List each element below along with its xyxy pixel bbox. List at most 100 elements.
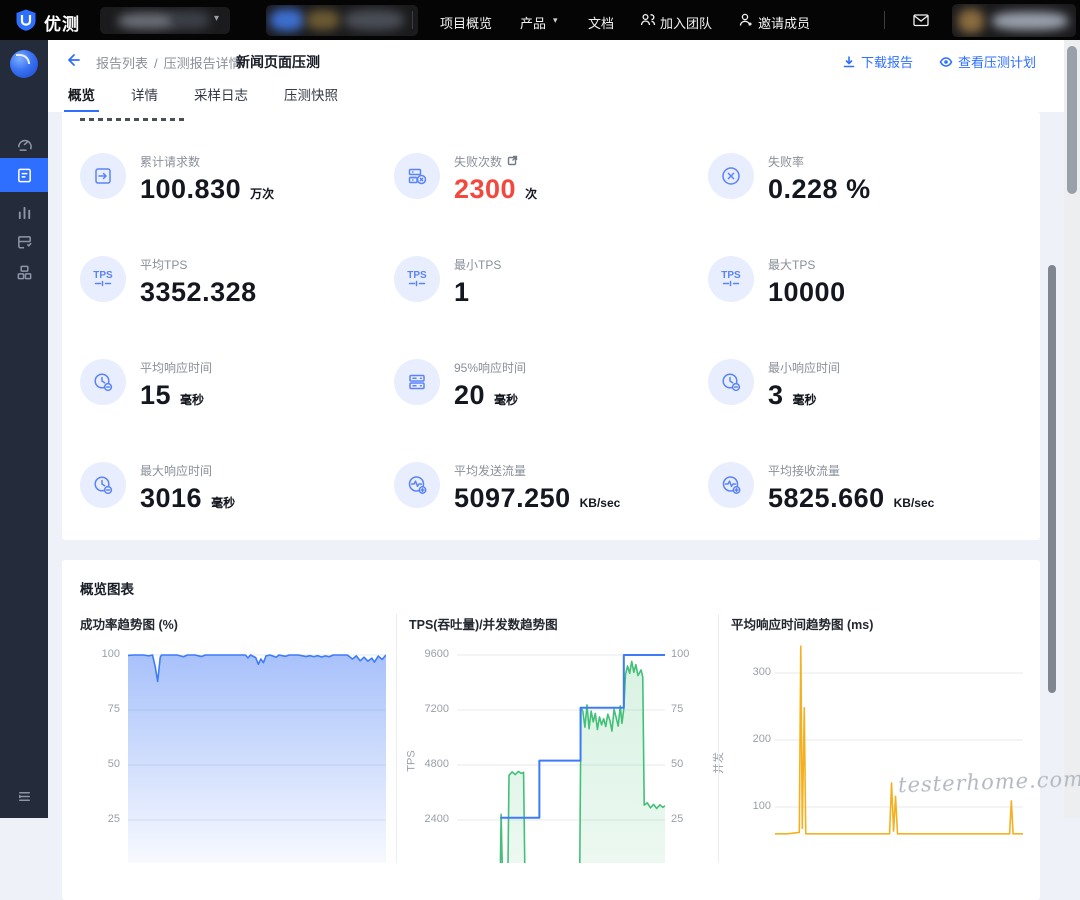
nav-item-docs[interactable]: 文档	[588, 13, 614, 32]
sidebar-item-statistics[interactable]	[0, 196, 48, 228]
right-y-axis-tick: 50	[671, 758, 701, 770]
external-link-icon	[507, 155, 518, 166]
metric-label: 平均TPS	[140, 256, 257, 273]
metric-card-failure-count: 失败次数 2300次	[394, 153, 708, 205]
sidebar-collapse-button[interactable]	[0, 780, 48, 812]
y-axis-tick: 50	[80, 758, 120, 770]
y-axis-tick: 9600	[409, 648, 449, 660]
clipped-section-title	[80, 118, 188, 121]
chart-success-rate: 成功率趋势图 (%) 100755025	[80, 614, 396, 863]
content-scrollbar-thumb[interactable]	[1048, 265, 1056, 693]
metric-card-max-tps: TPS 最大TPS 10000	[708, 256, 1022, 308]
gauge-icon	[16, 136, 33, 153]
metric-card-p95-response-time: 95%响应时间20毫秒	[394, 359, 708, 411]
svg-text:TPS: TPS	[721, 270, 741, 281]
chart-avg-response-time: 平均响应时间趋势图 (ms) 300200100	[718, 614, 1018, 863]
utest-shield-icon	[14, 8, 38, 32]
y-axis-tick: 100	[731, 800, 771, 812]
collapse-menu-icon	[16, 788, 33, 805]
metric-card-avg-tps: TPS平均TPS3352.328	[80, 256, 394, 308]
tab-overview[interactable]: 概览	[68, 84, 95, 112]
traffic-icon	[708, 462, 754, 508]
redacted-team-badge[interactable]	[266, 5, 418, 36]
metric-card-min-response-time: 最小响应时间 3毫秒	[708, 359, 1022, 411]
sidebar-item-dashboard[interactable]	[0, 128, 48, 160]
metric-card-max-response-time: 最大响应时间3016毫秒	[80, 462, 394, 514]
metric-label: 失败率	[768, 153, 871, 170]
machine-rack-icon	[16, 264, 33, 281]
back-arrow-icon[interactable]	[64, 51, 82, 69]
chevron-down-icon: ▾	[553, 15, 558, 26]
nav-item-project-overview[interactable]: 项目概览	[440, 13, 492, 32]
eye-icon	[939, 55, 953, 69]
metric-value: 5097.250KB/sec	[454, 483, 620, 514]
metric-value: 15毫秒	[140, 380, 212, 411]
error-circle-icon	[708, 153, 754, 199]
metric-label: 平均响应时间	[140, 359, 212, 376]
y-axis-tick: 200	[731, 733, 771, 745]
breadcrumb-current: 压测报告详情	[164, 56, 242, 71]
right-y-axis-tick: 75	[671, 703, 701, 715]
import-icon	[80, 153, 126, 199]
mail-icon[interactable]	[912, 11, 930, 29]
right-y-axis-tick: 100	[671, 648, 701, 660]
metric-value: 3016毫秒	[140, 483, 235, 514]
metric-label: 累计请求数	[140, 153, 274, 170]
y-axis-tick: 4800	[409, 758, 449, 770]
nav-item-join-team[interactable]: 加入团队	[660, 13, 712, 32]
breadcrumb-parent[interactable]: 报告列表	[96, 56, 148, 71]
redacted-user-account[interactable]	[952, 4, 1076, 37]
clock-icon	[80, 359, 126, 405]
brand-logo[interactable]: 优测	[14, 7, 104, 33]
metrics-grid: 累计请求数100.830万次失败次数2300次失败率0.228 %TPS平均TP…	[80, 153, 1022, 514]
redacted-project-selector[interactable]	[100, 7, 230, 34]
invite-member-icon	[738, 12, 754, 28]
tps-icon: TPS	[80, 256, 126, 302]
nav-item-invite-member[interactable]: 邀请成员	[758, 13, 810, 32]
view-test-plan-button[interactable]: 查看压测计划	[939, 52, 1036, 71]
download-report-button[interactable]: 下载报告	[842, 52, 913, 71]
metric-label: 最小响应时间	[768, 359, 840, 376]
tab-snapshot[interactable]: 压测快照	[284, 84, 338, 112]
page-title: 新闻页面压测	[236, 52, 320, 72]
window-scrollbar-thumb[interactable]	[1067, 46, 1077, 194]
metric-card-min-tps: TPS最小TPS1	[394, 256, 708, 308]
svg-text:TPS: TPS	[93, 270, 113, 281]
metric-value: 5825.660KB/sec	[768, 483, 934, 514]
window-scrollbar[interactable]	[1064, 40, 1080, 818]
download-icon	[842, 55, 856, 69]
y-axis-tick: 25	[80, 813, 120, 825]
team-icon	[640, 12, 656, 28]
tps-icon: TPS	[394, 256, 440, 302]
tab-details[interactable]: 详情	[131, 84, 158, 112]
report-header: 报告列表/压测报告详情 新闻页面压测 下载报告 查看压测计划 概览 详情 采样日…	[48, 40, 1080, 112]
svg-text:TPS: TPS	[407, 270, 427, 281]
metric-label: 最大TPS	[768, 256, 846, 273]
y-axis-tick: 300	[731, 666, 771, 678]
metric-value: 10000	[768, 277, 846, 308]
metric-label: 95%响应时间	[454, 359, 526, 376]
charts-section-title: 概览图表	[80, 578, 1022, 598]
sidebar-item-reports[interactable]	[0, 158, 48, 192]
metric-card-avg-send-traffic: 平均发送流量 5097.250KB/sec	[394, 462, 708, 514]
metric-value: 2300次	[454, 174, 537, 205]
metric-label: 失败次数	[454, 153, 537, 170]
nav-item-products[interactable]: 产品	[520, 13, 546, 32]
metric-value: 3毫秒	[768, 380, 840, 411]
chart-title: TPS(吞吐量)/并发数趋势图	[409, 614, 718, 633]
sidebar-item-machines[interactable]	[0, 256, 48, 288]
tps-icon: TPS	[708, 256, 754, 302]
metric-card-failure-rate: 失败率0.228 %	[708, 153, 1022, 205]
metric-label: 平均发送流量	[454, 462, 620, 479]
external-link-icon[interactable]	[507, 155, 518, 169]
database-icon	[16, 234, 33, 251]
y-axis-tick: 2400	[409, 813, 449, 825]
server-icon	[394, 359, 440, 405]
breadcrumb: 报告列表/压测报告详情	[96, 53, 242, 72]
fail-list-icon	[394, 153, 440, 199]
sidebar-item-data-source[interactable]	[0, 226, 48, 258]
tab-sample-logs[interactable]: 采样日志	[194, 84, 248, 112]
chevron-down-icon: ▾	[214, 13, 219, 24]
overview-charts-panel: 概览图表 成功率趋势图 (%) 100755025 TPS(吞吐量)/并发数趋势…	[62, 560, 1040, 900]
app-avatar[interactable]	[10, 50, 38, 78]
